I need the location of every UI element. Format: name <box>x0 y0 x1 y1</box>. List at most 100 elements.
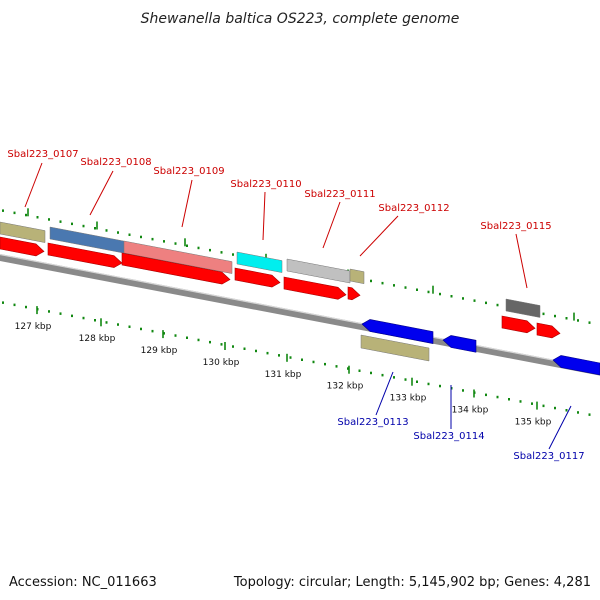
ruler-dot <box>358 369 361 372</box>
cds-forward-0110 <box>234 267 281 288</box>
ruler-dot <box>462 389 464 392</box>
scale-labels: 127 kbp 128 kbp 129 kbp 130 kbp 131 kbp 132 k… <box>15 322 552 428</box>
ruler-dot <box>542 312 545 316</box>
ruler-dot <box>565 317 568 320</box>
ruler-dot <box>174 334 177 337</box>
feature-0111 <box>286 258 351 284</box>
gene-label-reverse: Sbal223_0113 <box>337 417 408 428</box>
ruler-dot <box>220 343 223 346</box>
ruler-dot <box>36 216 39 219</box>
ruler-dot <box>554 314 556 318</box>
feature-track <box>0 221 541 362</box>
cds-reverse-0114 <box>442 335 477 353</box>
ruler-dot <box>485 393 487 397</box>
map-title: Shewanella baltica OS223, complete genom… <box>141 11 460 27</box>
ruler-dot <box>370 279 372 283</box>
scale-label: 131 kbp <box>265 370 302 380</box>
ruler-dot <box>416 288 418 291</box>
leader-line <box>375 371 394 416</box>
ruler-dot <box>197 246 200 250</box>
leader-line <box>548 405 572 450</box>
ruler-dot <box>186 244 188 247</box>
leader-line <box>24 162 43 208</box>
ruler-dot <box>577 411 579 414</box>
scale-label: 128 kbp <box>79 334 116 344</box>
scale-label: 132 kbp <box>327 382 364 392</box>
ruler-dot <box>140 327 142 331</box>
ruler-dot <box>531 402 533 405</box>
ruler-dot <box>439 292 441 296</box>
feature-0113 <box>360 334 430 362</box>
ruler-dot <box>25 305 27 309</box>
ruler-dot <box>59 220 62 223</box>
cds-forward-0112 <box>347 286 361 301</box>
gene-label-forward: Sbal223_0112 <box>378 203 449 214</box>
ruler-dot <box>13 303 16 307</box>
gene-label-forward: Sbal223_0111 <box>304 189 375 200</box>
ruler-dot <box>209 340 211 344</box>
ruler-dot <box>565 409 568 412</box>
ruler-dot <box>496 303 499 307</box>
ruler-dot <box>174 242 177 245</box>
cds-forward-0115 <box>501 315 536 334</box>
feature-0109 <box>123 240 233 274</box>
ruler-dot <box>71 222 73 226</box>
ruler-dot <box>232 345 234 348</box>
ruler-dot <box>485 301 487 305</box>
ruler-dot <box>197 338 200 342</box>
ruler-dot <box>450 295 453 298</box>
ruler-dot <box>508 398 510 401</box>
gene-label-forward: Sbal223_0108 <box>80 157 151 168</box>
ruler-dot <box>117 231 119 234</box>
cds-forward-0108 <box>47 242 123 268</box>
ruler-dot <box>128 233 131 236</box>
accession-text: Accession: NC_011663 <box>9 575 157 590</box>
gene-label-forward: Sbal223_0109 <box>153 166 224 177</box>
ruler-dot <box>393 284 395 287</box>
ruler-dot <box>94 227 96 230</box>
ruler-dot <box>324 362 326 366</box>
ruler-dot <box>439 384 441 388</box>
ruler-dot <box>278 354 280 357</box>
ruler-dot <box>128 325 131 328</box>
backbone-highlight <box>0 253 600 370</box>
leader-line <box>181 179 193 228</box>
ruler-dot <box>82 316 85 320</box>
ruler-dot <box>588 321 591 324</box>
ruler-dot <box>105 229 108 232</box>
ruler-dot <box>71 314 73 318</box>
ruler-dot <box>151 237 154 241</box>
scale-label: 127 kbp <box>15 322 52 332</box>
ruler-dot <box>416 380 418 383</box>
ruler-dot <box>220 251 223 254</box>
ruler-dot <box>151 329 154 333</box>
feature-0107 <box>0 221 46 243</box>
ruler-dot <box>25 213 27 217</box>
ruler-dot <box>266 351 269 355</box>
ruler-dot <box>301 358 303 361</box>
ruler-dot <box>105 321 108 324</box>
genome-summary-text: Topology: circular; Length: 5,145,902 bp… <box>233 575 591 590</box>
scale-label: 133 kbp <box>390 394 427 404</box>
gene-label-reverse: Sbal223_0114 <box>413 431 484 442</box>
ruler-dot <box>496 395 499 399</box>
ruler-dot <box>347 367 349 370</box>
gene-label-forward: Sbal223_0115 <box>480 221 551 232</box>
leader-line <box>322 201 341 249</box>
ruler-dot <box>381 373 384 377</box>
cds-forward-0109 <box>121 252 231 285</box>
ruler-dot <box>473 299 476 302</box>
ruler-dot <box>2 301 4 304</box>
ruler-dot <box>370 371 372 375</box>
cds-forward-0107 <box>0 236 45 257</box>
leader-line <box>515 233 528 289</box>
cds-reverse-0113 <box>361 319 434 344</box>
ruler-dot <box>588 413 591 416</box>
leader-line <box>359 215 399 257</box>
scale-label: 129 kbp <box>141 346 178 356</box>
ruler-dot <box>94 319 96 322</box>
ruler-dot <box>2 209 4 212</box>
ruler-dot <box>48 218 50 221</box>
